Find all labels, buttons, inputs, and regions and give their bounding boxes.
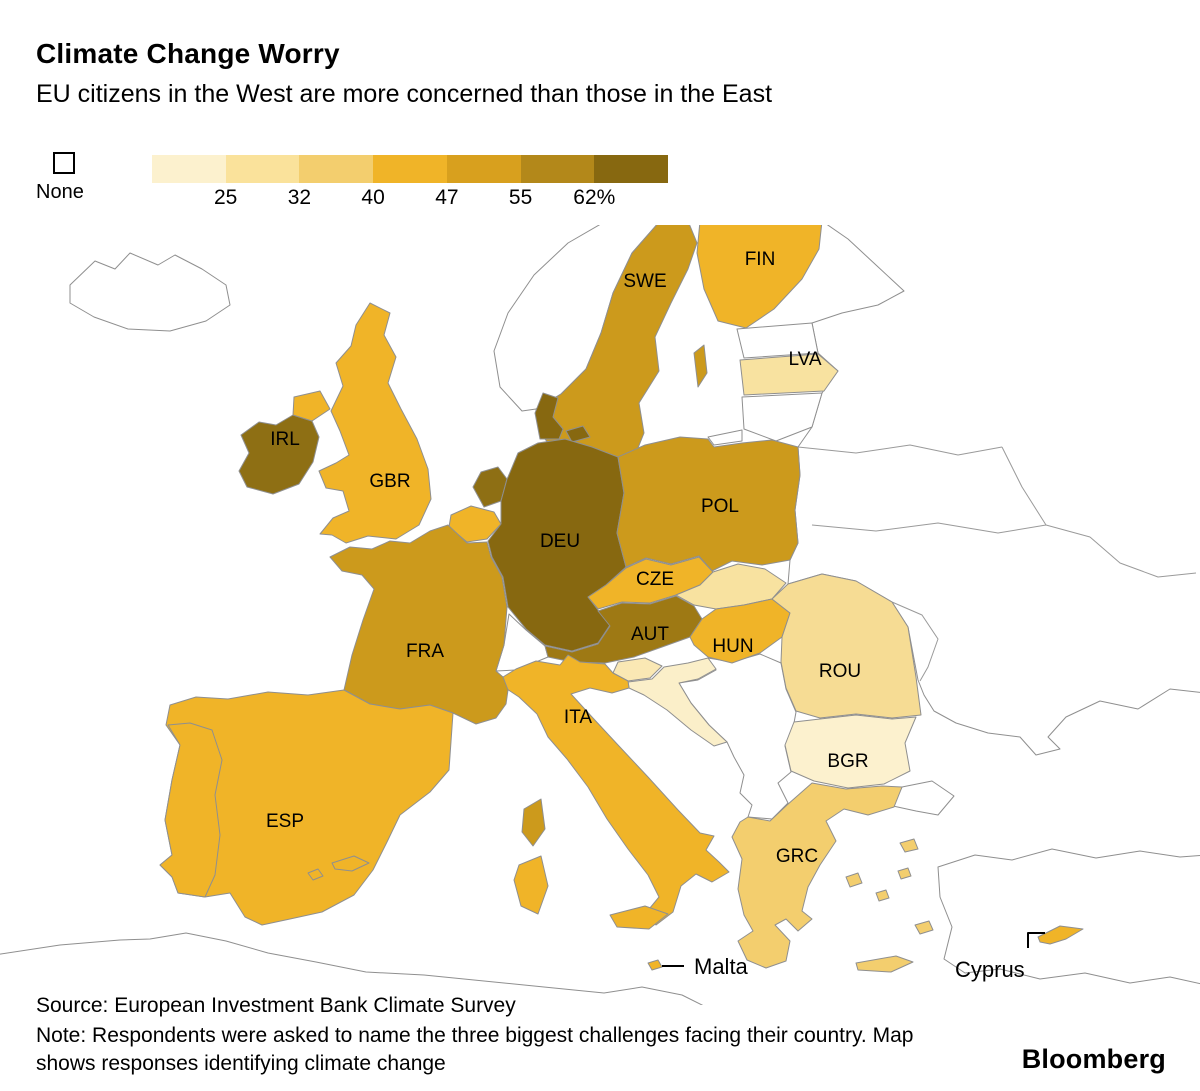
border-moldova bbox=[891, 601, 939, 682]
gotland-island bbox=[693, 344, 708, 388]
country-great-britain bbox=[318, 302, 432, 544]
legend-segment bbox=[594, 155, 669, 183]
border-belarus-ukraine bbox=[811, 522, 1197, 578]
country-lithuania bbox=[741, 392, 823, 442]
legend-segment bbox=[520, 155, 595, 183]
country-spain bbox=[159, 689, 454, 926]
country-portugal bbox=[159, 722, 223, 898]
legend-none-label: None bbox=[36, 181, 84, 203]
region-north-africa bbox=[0, 932, 711, 1010]
country-ireland bbox=[238, 414, 320, 495]
country-label-grc: GRC bbox=[776, 846, 818, 867]
aegean-islands bbox=[845, 838, 934, 935]
page-title: Climate Change Worry bbox=[36, 38, 340, 69]
balearic-islands bbox=[307, 855, 370, 881]
country-denmark bbox=[534, 392, 564, 440]
country-label-irl: IRL bbox=[270, 429, 300, 450]
crete-island bbox=[855, 955, 914, 973]
sardinia-island bbox=[513, 855, 549, 915]
country-label-pol: POL bbox=[701, 496, 739, 517]
source-line: Source: European Investment Bank Climate… bbox=[36, 994, 516, 1017]
legend-color-scale bbox=[152, 155, 669, 183]
country-label-fra: FRA bbox=[406, 641, 444, 662]
legend-tick-row: 25 32 40 47 55 62% bbox=[152, 186, 668, 212]
country-poland bbox=[616, 436, 801, 572]
country-greece bbox=[731, 782, 903, 969]
legend-tick-label: 32 bbox=[287, 186, 312, 209]
country-label-hun: HUN bbox=[712, 636, 753, 657]
country-bulgaria bbox=[784, 714, 917, 789]
border-belarus-russia bbox=[797, 444, 1047, 526]
legend-none-swatch bbox=[53, 152, 75, 174]
legend-segment bbox=[373, 155, 447, 183]
region-turkish-thrace bbox=[892, 780, 955, 816]
legend-tick-label: 62% bbox=[573, 186, 616, 209]
note-text: Note: Respondents were asked to name the… bbox=[36, 1024, 914, 1075]
denmark-islands bbox=[565, 425, 591, 443]
country-italy bbox=[502, 654, 730, 926]
region-kaliningrad bbox=[707, 429, 743, 446]
country-cyprus bbox=[1037, 925, 1084, 945]
country-label-deu: DEU bbox=[540, 531, 580, 552]
country-label-ita: ITA bbox=[564, 707, 592, 728]
legend-tick-label: 47 bbox=[435, 186, 459, 209]
country-label-malta: Malta bbox=[694, 954, 749, 979]
country-label-bgr: BGR bbox=[827, 751, 868, 772]
legend-tick-label: 40 bbox=[361, 186, 385, 209]
country-france bbox=[329, 524, 509, 725]
country-iceland bbox=[69, 252, 231, 332]
country-estonia bbox=[736, 322, 819, 359]
legend-tick-label: 55 bbox=[508, 186, 533, 209]
country-malta bbox=[647, 959, 663, 971]
country-latvia bbox=[739, 353, 839, 396]
country-turkey bbox=[937, 848, 1200, 985]
country-label-gbr: GBR bbox=[369, 471, 410, 492]
cyprus-callout-bracket bbox=[1027, 932, 1045, 948]
country-label-cyprus: Cyprus bbox=[955, 957, 1025, 982]
legend-segment bbox=[446, 155, 521, 183]
country-label-aut: AUT bbox=[631, 624, 669, 645]
country-label-swe: SWE bbox=[623, 271, 666, 292]
legend-segment bbox=[152, 155, 226, 183]
legend-segment bbox=[225, 155, 300, 183]
legend-segment bbox=[299, 155, 374, 183]
country-label-lva: LVA bbox=[788, 349, 821, 370]
country-romania bbox=[771, 573, 922, 719]
country-finland bbox=[696, 220, 823, 329]
sicily-island bbox=[609, 905, 669, 930]
bloomberg-logo: Bloomberg bbox=[1021, 1044, 1166, 1074]
map-svg: FIN SWE LVA IRL GBR POL DEU CZE AUT HUN … bbox=[0, 220, 1200, 1010]
country-label-esp: ESP bbox=[266, 811, 304, 832]
country-croatia bbox=[627, 657, 728, 747]
europe-map: FIN SWE LVA IRL GBR POL DEU CZE AUT HUN … bbox=[0, 220, 1200, 1010]
legend-tick-label: 25 bbox=[214, 186, 238, 209]
corsica-island bbox=[521, 798, 546, 847]
country-label-fin: FIN bbox=[745, 249, 776, 270]
country-label-rou: ROU bbox=[819, 661, 861, 682]
country-label-cze: CZE bbox=[636, 569, 674, 590]
region-northern-ireland bbox=[292, 390, 331, 422]
page-subtitle: EU citizens in the West are more concern… bbox=[36, 80, 773, 108]
